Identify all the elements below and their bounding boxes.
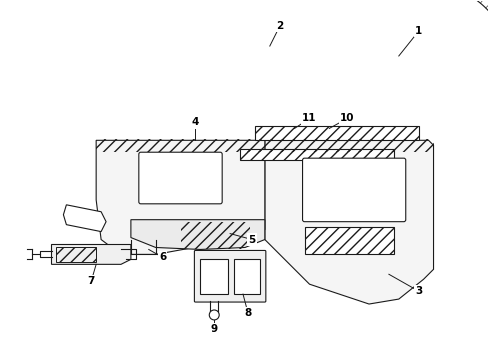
Text: 1: 1 (415, 26, 422, 36)
Polygon shape (63, 205, 106, 231)
Bar (265, 139, 434, 152)
Text: 5: 5 (248, 234, 256, 244)
Bar (305, 227, 394, 255)
Polygon shape (420, 0, 490, 45)
Bar (96, 139, 265, 152)
Bar (56, 247, 96, 262)
FancyBboxPatch shape (195, 251, 266, 302)
Bar (200, 260, 228, 294)
Text: 7: 7 (88, 276, 95, 286)
FancyBboxPatch shape (139, 152, 222, 204)
Polygon shape (96, 140, 265, 255)
Text: 3: 3 (415, 286, 422, 296)
Text: 2: 2 (276, 21, 283, 31)
Text: 10: 10 (340, 113, 354, 123)
Text: 9: 9 (211, 324, 218, 334)
Polygon shape (265, 140, 434, 304)
Bar (234, 260, 260, 294)
Polygon shape (131, 220, 265, 249)
Bar (240, 149, 394, 160)
Text: 8: 8 (245, 308, 251, 318)
FancyBboxPatch shape (302, 158, 406, 222)
Polygon shape (51, 244, 131, 264)
Bar (255, 126, 418, 140)
Text: 6: 6 (159, 252, 166, 262)
Text: 11: 11 (302, 113, 317, 123)
Circle shape (209, 310, 219, 320)
Bar (180, 222, 250, 249)
Text: 4: 4 (192, 117, 199, 127)
